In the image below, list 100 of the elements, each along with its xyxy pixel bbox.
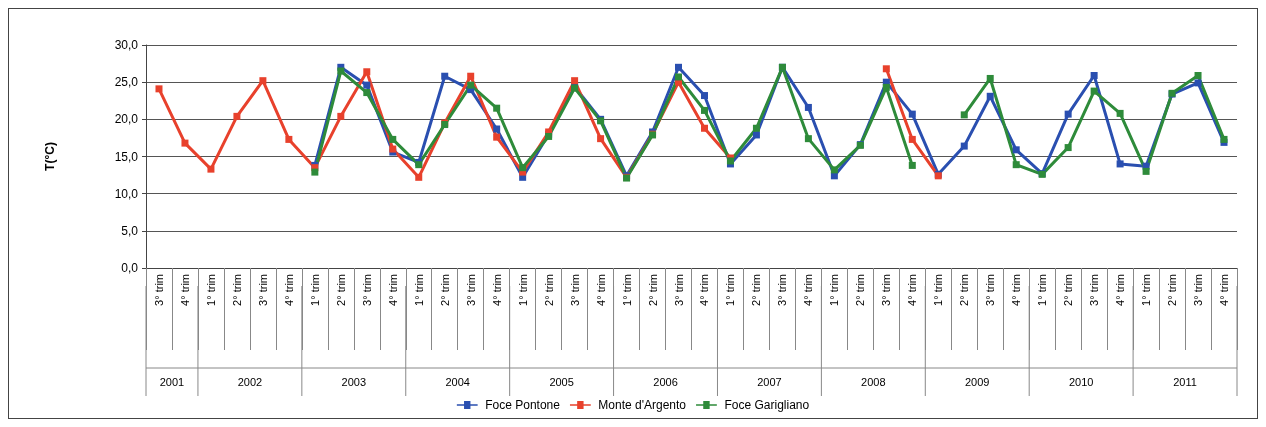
point (597, 135, 605, 143)
point (1116, 160, 1124, 168)
x-tick-label: 4° trim (178, 274, 191, 306)
x-tick-label: 2° trim (1166, 274, 1179, 306)
x-tick-label: 1° trim (204, 274, 217, 306)
text: 2008 (861, 376, 886, 388)
point (700, 106, 708, 114)
point (1116, 109, 1124, 117)
x-tick-label: 4° trim (1010, 274, 1023, 306)
text: 2011 (1173, 376, 1197, 388)
point (389, 135, 397, 143)
point (1090, 71, 1098, 79)
x-tick-label: 2° trim (334, 274, 347, 306)
x-tick-label: 1° trim (724, 274, 737, 306)
x-tick-label: 4° trim (802, 274, 815, 306)
point (675, 73, 683, 81)
legend-label: Monte d'Argento (598, 398, 687, 412)
text: 2007 (757, 376, 782, 388)
point (908, 161, 916, 169)
point (1012, 161, 1020, 169)
point (233, 112, 241, 120)
x-tick-label: 2° trim (1062, 274, 1075, 306)
point (467, 72, 475, 80)
point (1194, 71, 1202, 79)
point (415, 173, 423, 181)
x-tick-label: 2° trim (854, 274, 867, 306)
point (1064, 144, 1072, 152)
y-tick-label: 10,0 (114, 186, 139, 201)
x-tick-label: 3° trim (1192, 274, 1205, 306)
point (493, 133, 501, 141)
point (363, 81, 371, 89)
point (363, 68, 371, 76)
x-tick-label: 4° trim (1218, 274, 1231, 306)
x-tick-label: 2° trim (438, 274, 451, 306)
point (752, 124, 760, 132)
point (285, 135, 293, 143)
x-tick-label: 1° trim (932, 274, 945, 306)
x-tick-label: 4° trim (490, 274, 503, 306)
text: 2005 (549, 376, 574, 388)
x-tick-label: 1° trim (620, 274, 633, 306)
point (155, 85, 163, 93)
x-tick-label: 3° trim (360, 274, 373, 306)
y-tick-label: 20,0 (114, 112, 139, 127)
text: 2001 (159, 376, 185, 388)
point (467, 81, 475, 89)
point (882, 65, 890, 73)
x-tick-label: 3° trim (256, 274, 269, 306)
text: 2010 (1068, 376, 1094, 388)
y-tick-label: 5,0 (121, 223, 139, 238)
point (1012, 146, 1020, 154)
x-tick-label: 1° trim (1140, 274, 1153, 306)
text: 2003 (341, 376, 367, 388)
x-tick-label: 4° trim (1114, 274, 1127, 306)
x-tick-label: 1° trim (828, 274, 841, 306)
x-tick-label: 4° trim (282, 274, 295, 306)
point (830, 166, 838, 174)
y-tick-label: 25,0 (114, 75, 139, 90)
point (986, 92, 994, 100)
point (700, 124, 708, 132)
point (181, 139, 189, 147)
point (804, 103, 812, 111)
point (363, 89, 371, 97)
x-tick-label: 1° trim (412, 274, 425, 306)
x-tick-label: 2° trim (230, 274, 243, 306)
point (337, 67, 345, 75)
x-tick-label: 2° trim (542, 274, 555, 306)
x-tick-label: 1° trim (308, 274, 321, 306)
legend-label: Foce Garigliano (724, 398, 810, 412)
x-tick-label: 3° trim (880, 274, 893, 306)
point (1142, 167, 1150, 175)
point (986, 74, 994, 82)
point (908, 135, 916, 143)
x-tick-label: 3° trim (152, 274, 165, 306)
point (675, 63, 683, 71)
x-tick-label: 3° trim (672, 274, 685, 306)
point (882, 83, 890, 91)
point (1064, 110, 1072, 118)
point (1090, 87, 1098, 95)
point (493, 104, 501, 112)
point (960, 111, 968, 119)
point (519, 164, 527, 172)
x-tick-label: 4° trim (698, 274, 711, 306)
x-tick-label: 2° trim (750, 274, 763, 306)
y-tick-label: 15,0 (114, 149, 139, 164)
text: 2006 (653, 376, 678, 388)
y-tick-label: 30,0 (114, 38, 139, 52)
y-axis-title: T(°C) (43, 142, 57, 171)
x-tick-label: 4° trim (386, 274, 399, 306)
x-tick-label: 1° trim (516, 274, 529, 306)
point (337, 112, 345, 120)
point (804, 135, 812, 143)
point (207, 165, 215, 173)
x-tick-label: 3° trim (568, 274, 581, 306)
point (311, 168, 319, 176)
text: 2009 (965, 376, 990, 388)
legend-label: Foce Pontone (485, 398, 561, 412)
point (571, 77, 579, 85)
x-tick-label: 4° trim (594, 274, 607, 306)
x-tick-label: 3° trim (984, 274, 997, 306)
x-tick-label: 1° trim (1036, 274, 1049, 306)
